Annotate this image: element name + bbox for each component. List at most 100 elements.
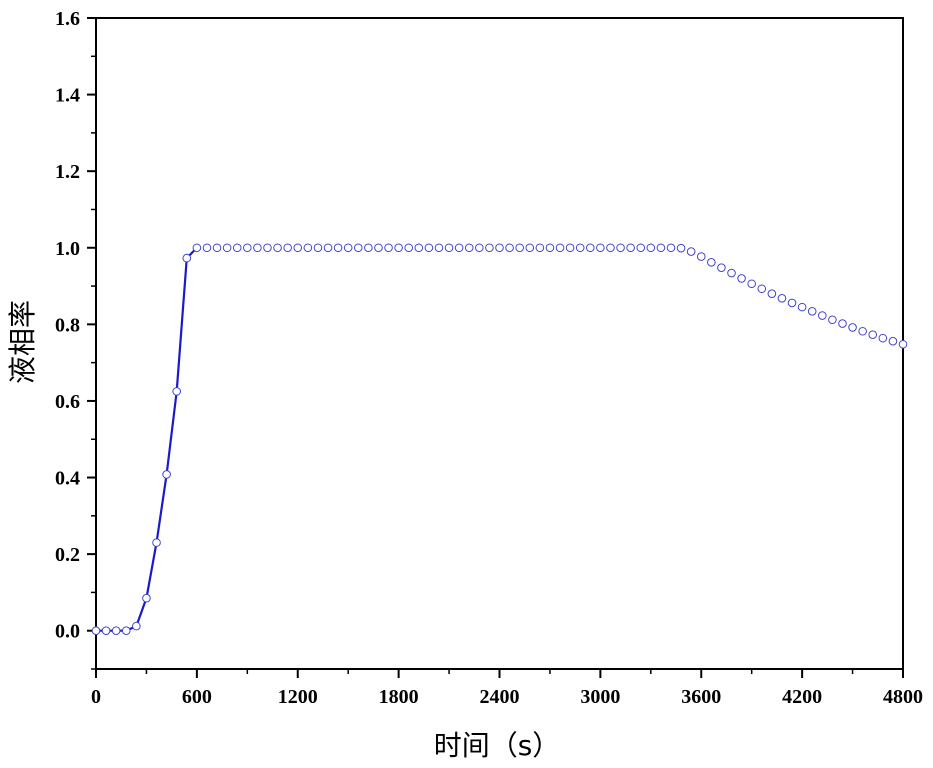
data-point-marker [182,253,192,263]
data-point-marker [444,243,454,253]
data-point-marker [485,243,494,253]
y-tick-label: 0.4 [55,468,80,490]
data-point-marker [172,387,181,396]
data-point-marker [565,243,575,253]
data-point-marker [585,243,595,253]
y-tick-label: 0.2 [55,544,80,566]
y-tick-label: 0.0 [55,621,80,643]
data-point-marker [243,243,252,253]
data-point-marker [132,621,141,631]
data-point-marker [838,319,847,328]
data-point-marker [232,243,242,253]
data-point-marker [101,626,111,636]
data-point-marker [898,339,908,349]
data-point-marker [475,243,484,253]
data-point-marker [596,243,605,253]
y-tick-label: 1.6 [55,8,80,30]
data-point-marker [535,243,545,253]
data-point-marker [807,307,817,316]
data-point-marker [848,323,857,332]
data-point-marker [343,243,353,253]
data-point-marker [414,243,424,253]
data-point-marker [545,243,555,253]
series-line [96,246,198,632]
y-tick-label: 1.2 [55,161,80,183]
data-point-marker [626,243,635,253]
data-point-marker [303,243,313,253]
data-point-marker [263,243,272,253]
data-point-marker [333,243,343,253]
data-point-marker [323,243,333,253]
data-point-marker [394,243,403,253]
data-point-marker [878,333,888,343]
x-tick-label: 4800 [883,686,923,708]
data-point-marker [495,243,504,253]
x-axis-title: 时间（s） [434,729,561,762]
x-tick-label: 1800 [379,686,419,708]
data-point-marker [646,243,656,253]
data-point-marker [727,268,736,278]
data-point-marker [575,243,585,253]
data-point-marker [515,243,524,253]
data-point-marker [142,593,151,603]
data-point-marker [202,243,212,253]
data-point-marker [91,626,101,636]
data-point-marker [757,284,767,294]
data-point-marker [273,243,282,253]
y-tick-label: 1.4 [55,85,80,107]
x-tick-label: 2400 [480,686,520,708]
data-point-marker [364,243,373,253]
data-point-marker [737,274,746,283]
data-point-marker [606,243,615,253]
data-point-marker [152,538,161,547]
x-tick-label: 1200 [278,686,318,708]
data-point-marker [384,243,393,253]
data-point-marker [404,243,414,253]
data-point-marker [454,243,464,253]
x-tick-label: 0 [91,686,101,708]
data-point-marker [162,470,171,479]
data-point-marker [868,330,878,339]
data-point-marker [283,243,292,253]
data-point-marker [666,243,676,253]
plot-frame [95,17,904,670]
data-point-marker [121,626,131,636]
data-point-marker [636,243,646,253]
data-point-marker [111,626,121,636]
data-point-marker [555,243,565,253]
data-point-marker [676,243,686,253]
data-point-marker [828,315,837,325]
data-point-marker [222,243,232,253]
data-point-marker [787,298,797,308]
data-point-marker [253,243,262,253]
data-point-marker [525,243,535,253]
data-point-marker [696,252,706,261]
data-point-marker [424,243,434,253]
x-tick-label: 600 [182,686,212,708]
data-point-marker [797,302,807,312]
data-point-marker [858,326,867,336]
x-tick-label: 3600 [681,686,721,708]
axes: 0 600 1200 1800 2400 3000 3600 4200 4800 0.0 0.2 0.… [55,8,923,708]
y-axis-title: 液相率 [6,300,39,384]
data-point-marker [717,263,726,272]
data-point-marker [656,243,666,253]
data-point-marker [293,243,303,253]
series-layer [91,243,908,636]
data-point-marker [686,247,696,256]
data-point-marker [747,279,756,289]
data-point-marker [707,258,716,267]
data-point-marker [374,243,383,253]
y-tick-label: 0.8 [55,314,80,336]
data-point-marker [767,289,777,299]
y-tick-label: 0.6 [55,391,80,413]
data-point-marker [212,243,222,253]
data-point-marker [464,243,474,253]
data-point-marker [777,294,787,303]
y-tick-label: 1.0 [55,238,80,260]
x-tick-label: 3000 [580,686,620,708]
data-point-marker [313,243,323,253]
data-point-marker [818,311,827,320]
data-point-marker [505,243,514,253]
